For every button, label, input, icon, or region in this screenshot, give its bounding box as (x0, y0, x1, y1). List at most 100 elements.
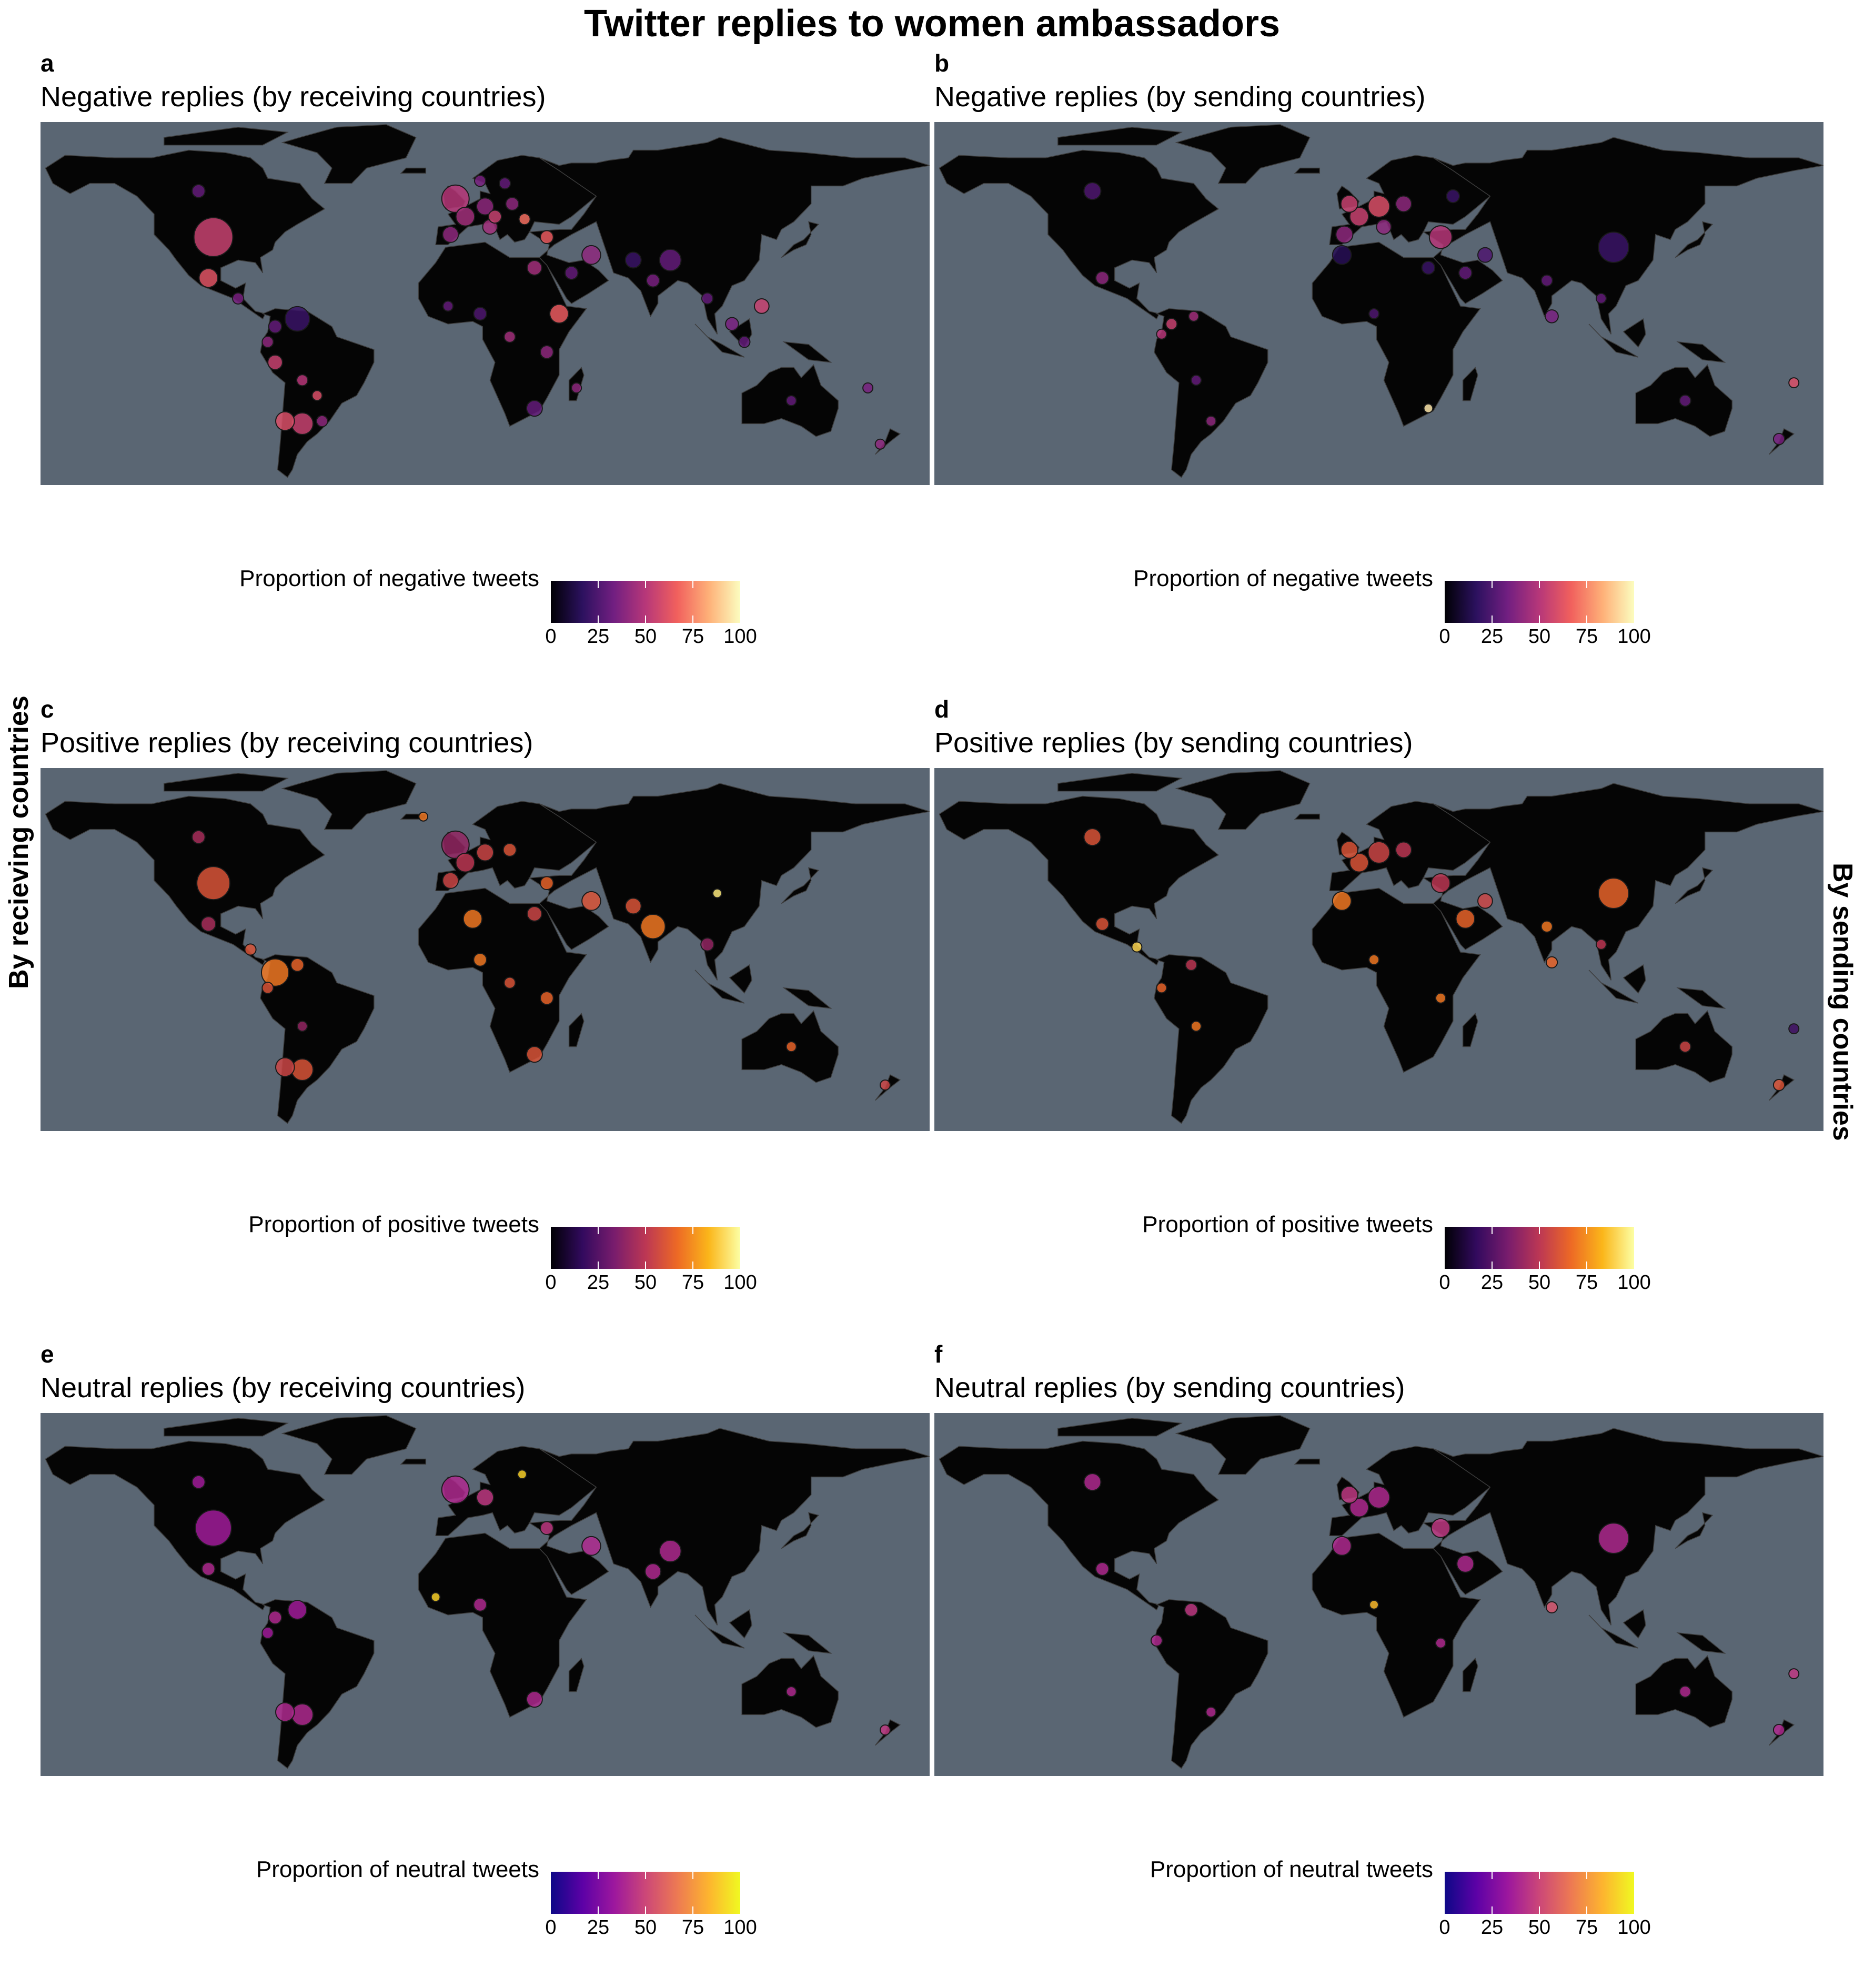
country-bubble (540, 1521, 554, 1535)
country-bubble (1598, 1522, 1629, 1554)
country-bubble (442, 300, 454, 312)
country-bubble (418, 811, 428, 822)
country-bubble (862, 382, 874, 393)
country-bubble (499, 177, 511, 190)
country-bubble (503, 976, 516, 989)
land-indonesia (1588, 970, 1639, 1004)
land-iceland (400, 167, 427, 174)
country-bubble (193, 217, 234, 257)
country-bubble (1083, 828, 1102, 846)
country-bubble (1772, 432, 1786, 446)
land-new-guinea (1676, 1632, 1726, 1654)
country-bubble (549, 304, 569, 324)
legend-tick-label: 75 (681, 1271, 704, 1294)
country-bubble (1332, 1536, 1352, 1556)
country-bubble (518, 213, 531, 226)
land-africa (418, 887, 587, 1073)
land-north-america (939, 795, 1220, 966)
legend-title: Proportion of negative tweets (239, 566, 539, 591)
country-bubble (1131, 941, 1143, 953)
land-madagascar (568, 1658, 585, 1692)
panel-c: c Positive replies (by receiving countri… (41, 694, 930, 1336)
panel-letter: b (934, 49, 950, 77)
country-bubble (1598, 231, 1629, 263)
legend-ticks: 0 25 50 75 100 (1434, 1271, 1650, 1297)
country-bubble (275, 1702, 295, 1722)
country-bubble (1332, 245, 1352, 265)
country-bubble (441, 184, 470, 213)
country-bubble (441, 1475, 470, 1504)
country-bubble (1340, 195, 1358, 213)
panel-title: Positive replies (by receiving countries… (41, 727, 533, 759)
land-africa (1312, 241, 1481, 427)
country-bubble (1788, 1668, 1800, 1680)
country-bubble (874, 438, 886, 450)
country-bubble (712, 888, 722, 899)
land-japan (781, 221, 820, 258)
country-bubble (1421, 260, 1436, 275)
country-bubble (232, 292, 245, 305)
country-bubble (198, 268, 219, 288)
country-bubble (581, 891, 601, 911)
panel-letter: e (41, 1340, 54, 1368)
land-north-america (939, 149, 1220, 320)
country-bubble (527, 260, 542, 276)
country-bubble (261, 1627, 274, 1639)
country-bubble (1349, 207, 1369, 227)
legend-colorbar (1445, 581, 1634, 623)
legend-tick-label: 75 (1575, 1916, 1598, 1939)
country-bubble (1368, 308, 1380, 319)
country-bubble (275, 411, 295, 431)
legend: Proportion of neutral tweets 0 25 50 75 100 (934, 1813, 1823, 1939)
country-bubble (1367, 195, 1391, 218)
country-bubble (261, 982, 274, 994)
panel-title: Negative replies (by sending countries) (934, 81, 1426, 113)
country-bubble (244, 943, 257, 956)
country-bubble (287, 1600, 308, 1620)
country-bubble (311, 390, 323, 401)
legend-tick-label: 50 (1528, 1916, 1551, 1939)
country-bubble (785, 1041, 797, 1053)
country-bubble (476, 1488, 495, 1507)
country-bubble (1455, 909, 1476, 929)
land-japan (1675, 221, 1714, 258)
country-bubble (1395, 195, 1412, 213)
figure-title: Twitter replies to women ambassadors (583, 3, 1281, 45)
country-bubble (1095, 1562, 1110, 1576)
country-bubble (1367, 1486, 1391, 1509)
legend: Proportion of negative tweets 0 25 50 75 100 (934, 522, 1823, 648)
panel-a: a Negative replies (by receiving countri… (41, 48, 930, 690)
row-label-sending: By sending countries (1827, 863, 1858, 1141)
legend-title: Proportion of positive tweets (1142, 1212, 1433, 1237)
legend-ticks: 0 25 50 75 100 (540, 1271, 757, 1297)
country-bubble (195, 1509, 232, 1547)
land-indonesia (694, 1614, 745, 1649)
panel-f: f Neutral replies (by sending countries)… (934, 1339, 1823, 1981)
land-arctic-islands (163, 126, 289, 146)
panel-letter: d (934, 695, 950, 723)
land-north-america (45, 149, 326, 320)
legend-title: Proportion of neutral tweets (256, 1856, 539, 1882)
land-new-guinea (782, 341, 832, 363)
country-bubble (1430, 873, 1451, 893)
country-bubble (1679, 395, 1691, 407)
legend-colorbar (551, 581, 740, 623)
legend-tick-label: 0 (1439, 1916, 1450, 1939)
country-bubble (476, 197, 495, 216)
country-bubble (1205, 1707, 1217, 1718)
legend-tick-label: 75 (1575, 1271, 1598, 1294)
country-bubble (201, 1562, 216, 1576)
land-iceland (1294, 813, 1321, 820)
country-bubble (473, 953, 487, 967)
land-north-america (45, 1440, 326, 1611)
land-indonesia (694, 324, 745, 358)
land-indonesia (1588, 1614, 1639, 1649)
country-bubble (644, 1563, 662, 1580)
land-south-america (1154, 954, 1268, 1124)
legend-tick-label: 75 (681, 625, 704, 648)
country-bubble (291, 412, 314, 435)
legend-ticks: 0 25 50 75 100 (540, 1916, 757, 1942)
legend-ticks: 0 25 50 75 100 (1434, 625, 1650, 651)
legend-title: Proportion of positive tweets (248, 1212, 539, 1237)
land-north-america (45, 795, 326, 966)
